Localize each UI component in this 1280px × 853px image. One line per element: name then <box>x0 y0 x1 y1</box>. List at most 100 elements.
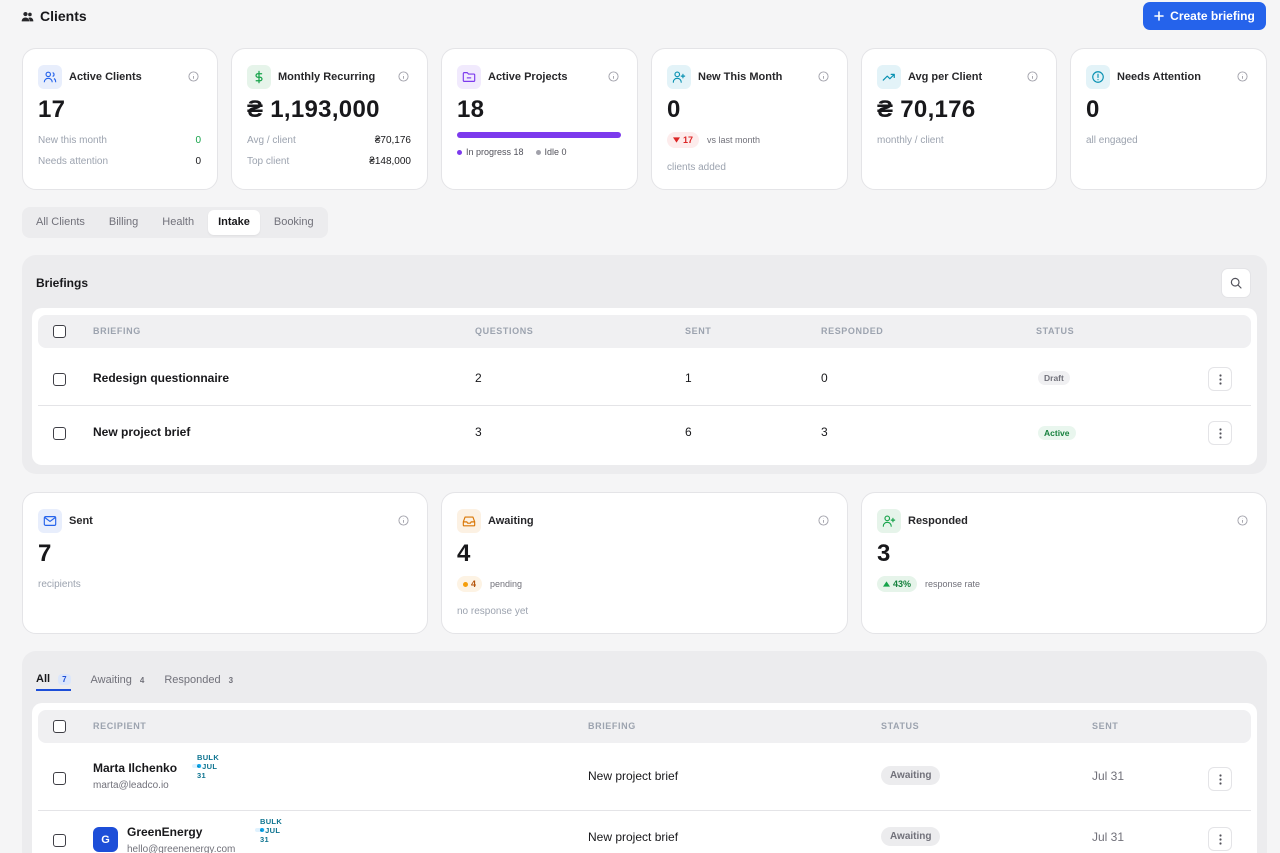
page-title: Clients <box>40 8 87 24</box>
stat-value: ₴ 70,176 <box>877 96 976 123</box>
avatar: G <box>93 827 118 852</box>
col-questions: QUESTIONS <box>475 326 534 336</box>
tab-awaiting[interactable]: Awaiting 4 <box>90 674 145 686</box>
recipient-name[interactable]: GreenEnergy <box>127 825 203 839</box>
recipients-table: RECIPIENT BRIEFING STATUS SENT Marta Ilc… <box>32 703 1257 853</box>
row-checkbox[interactable] <box>53 772 66 785</box>
tab-all[interactable]: All 7 <box>36 669 71 691</box>
table-row[interactable]: Redesign questionnaire 2 1 0 Draft <box>38 352 1251 406</box>
info-icon[interactable] <box>398 71 409 82</box>
tab-responded[interactable]: Responded 3 <box>164 674 234 686</box>
metric-value: 7 <box>38 540 52 567</box>
metric-label: Sent <box>69 515 93 527</box>
info-icon[interactable] <box>1237 515 1248 526</box>
info-icon[interactable] <box>188 71 199 82</box>
rate-note: response rate <box>925 579 981 589</box>
users-icon <box>21 10 34 23</box>
stat-label: Avg per Client <box>908 71 983 83</box>
recipient-name[interactable]: Marta Ilchenko <box>93 761 178 775</box>
pending-note: pending <box>490 579 523 589</box>
bulk-tag: BULK · JUL 31 <box>192 753 219 780</box>
tab-billing[interactable]: Billing <box>108 216 139 228</box>
row-menu-button[interactable] <box>1208 421 1232 445</box>
stat-value: 0 <box>667 96 681 123</box>
info-icon[interactable] <box>818 515 829 526</box>
col-recipient: RECIPIENT <box>93 721 147 731</box>
col-briefing: BRIEFING <box>93 326 141 336</box>
stat-row-value: ₴148,000 <box>369 156 411 167</box>
info-icon[interactable] <box>1237 71 1248 82</box>
metric-sub: recipients <box>38 579 81 590</box>
user-plus-icon <box>667 65 691 89</box>
stat-label: Active Projects <box>488 71 568 83</box>
row-menu-button[interactable] <box>1208 827 1232 851</box>
stat-sub: clients added <box>667 162 726 173</box>
stat-row: New this month 0 <box>38 135 201 146</box>
recipient-email: marta@leadco.io <box>93 780 169 791</box>
stat-value: 17 <box>38 96 66 123</box>
metric-card-responded: Responded 3 43% response rate <box>861 492 1267 634</box>
sent-count: 6 <box>685 425 692 439</box>
responded-count: 3 <box>821 425 828 439</box>
folder-icon <box>457 65 481 89</box>
dollar-icon <box>247 65 271 89</box>
row-menu-button[interactable] <box>1208 367 1232 391</box>
tab-intake[interactable]: Intake <box>208 210 260 235</box>
create-briefing-button[interactable]: Create briefing <box>1143 2 1266 30</box>
tab-health[interactable]: Health <box>162 216 195 228</box>
change-note: vs last month <box>707 135 761 145</box>
recipient-email: hello@greenenergy.com <box>127 844 236 853</box>
table-row[interactable]: G GreenEnergy BULK · JUL 31 hello@greene… <box>38 811 1251 853</box>
search-button[interactable] <box>1221 268 1251 298</box>
select-all-checkbox[interactable] <box>53 720 66 733</box>
stat-label: New This Month <box>698 71 783 83</box>
stat-card-needs-attention: Needs Attention 0 all engaged <box>1070 48 1267 190</box>
status-badge: Active <box>1038 426 1076 440</box>
more-vertical-icon <box>1218 427 1222 439</box>
stat-row: Top client ₴148,000 <box>247 156 411 167</box>
table-row[interactable]: Marta Ilchenko BULK · JUL 31 marta@leadc… <box>38 747 1251 811</box>
inbox-icon <box>457 509 481 533</box>
tab-all-clients[interactable]: All Clients <box>36 216 85 228</box>
stat-value: ₴ 1,193,000 <box>247 96 380 123</box>
tab-booking[interactable]: Booking <box>273 216 314 228</box>
users-icon <box>38 65 62 89</box>
briefing-name: New project brief <box>588 830 679 844</box>
col-briefing: BRIEFING <box>588 721 636 731</box>
row-menu-button[interactable] <box>1208 767 1232 791</box>
up-arrow-icon <box>883 581 890 587</box>
info-icon[interactable] <box>398 515 409 526</box>
row-checkbox[interactable] <box>53 834 66 847</box>
stat-card-new-this-month: New This Month 0 17 vs last month client… <box>651 48 848 190</box>
questions-count: 3 <box>475 425 482 439</box>
stat-sub: all engaged <box>1086 135 1138 146</box>
select-all-checkbox[interactable] <box>53 325 66 338</box>
col-status: STATUS <box>1036 326 1075 336</box>
col-sent: SENT <box>685 326 712 336</box>
col-status: STATUS <box>881 721 920 731</box>
legend-in-progress: In progress 18 <box>457 147 524 157</box>
search-icon <box>1230 277 1242 289</box>
briefings-panel: Briefings BRIEFING QUESTIONS SENT RESPON… <box>22 255 1267 474</box>
more-vertical-icon <box>1218 373 1222 385</box>
metric-value: 3 <box>877 540 891 567</box>
table-row[interactable]: New project brief 3 6 3 Active <box>38 406 1251 460</box>
info-icon[interactable] <box>1027 71 1038 82</box>
create-briefing-label: Create briefing <box>1170 9 1255 23</box>
tab-count: 3 <box>228 675 234 685</box>
stat-sub: monthly / client <box>877 135 944 146</box>
briefing-name[interactable]: New project brief <box>93 425 191 439</box>
stat-row-value: 0 <box>195 156 201 167</box>
row-checkbox[interactable] <box>53 427 66 440</box>
status-badge: Awaiting <box>881 766 941 785</box>
stat-row-value: 0 <box>195 135 201 146</box>
row-checkbox[interactable] <box>53 373 66 386</box>
status-badge: Draft <box>1038 371 1070 385</box>
info-icon[interactable] <box>608 71 619 82</box>
tab-count: 7 <box>58 673 71 685</box>
briefing-name[interactable]: Redesign questionnaire <box>93 371 230 385</box>
table-header: RECIPIENT BRIEFING STATUS SENT <box>38 710 1251 743</box>
col-sent: SENT <box>1092 721 1119 731</box>
info-icon[interactable] <box>818 71 829 82</box>
stat-label: Active Clients <box>69 71 142 83</box>
